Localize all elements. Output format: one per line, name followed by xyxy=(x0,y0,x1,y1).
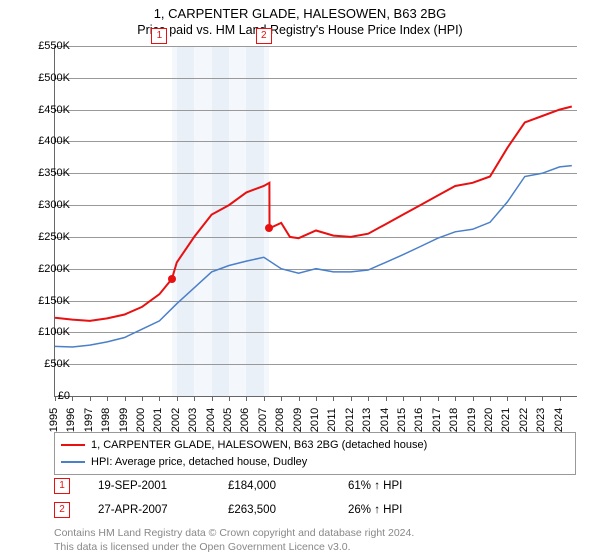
y-axis-label: £350K xyxy=(24,167,70,179)
transaction-price: £184,000 xyxy=(228,480,348,492)
legend-item: HPI: Average price, detached house, Dudl… xyxy=(61,454,569,471)
legend-swatch xyxy=(61,461,85,463)
transaction-date: 27-APR-2007 xyxy=(98,504,228,516)
transaction-date: 19-SEP-2001 xyxy=(98,480,228,492)
legend-label: 1, CARPENTER GLADE, HALESOWEN, B63 2BG (… xyxy=(91,437,427,454)
y-axis-label: £550K xyxy=(24,40,70,52)
y-axis-label: £50K xyxy=(24,358,70,370)
y-axis-label: £500K xyxy=(24,72,70,84)
plot-area: 12 xyxy=(54,46,577,397)
transaction-marker: 2 xyxy=(54,502,70,518)
chart-marker: 1 xyxy=(151,28,167,44)
y-axis-label: £300K xyxy=(24,199,70,211)
footnote-text: Contains HM Land Registry data © Crown c… xyxy=(54,526,576,540)
y-axis-label: £200K xyxy=(24,263,70,275)
chart-marker: 2 xyxy=(256,28,272,44)
y-axis-label: £150K xyxy=(24,295,70,307)
legend-label: HPI: Average price, detached house, Dudl… xyxy=(91,454,307,471)
y-axis-label: £400K xyxy=(24,135,70,147)
transaction-price: £263,500 xyxy=(228,504,348,516)
y-axis-label: £250K xyxy=(24,231,70,243)
chart-title: 1, CARPENTER GLADE, HALESOWEN, B63 2BG xyxy=(0,0,600,21)
y-axis-label: £450K xyxy=(24,104,70,116)
series-line-hpi xyxy=(55,166,572,347)
y-axis-label: £0 xyxy=(24,390,70,402)
transaction-diff: 61% ↑ HPI xyxy=(348,480,468,492)
transaction-row: 1 19-SEP-2001 £184,000 61% ↑ HPI xyxy=(54,478,576,494)
transaction-diff: 26% ↑ HPI xyxy=(348,504,468,516)
series-line-price_paid xyxy=(55,107,572,321)
transaction-row: 2 27-APR-2007 £263,500 26% ↑ HPI xyxy=(54,502,576,518)
y-axis-label: £100K xyxy=(24,326,70,338)
footnote-text: This data is licensed under the Open Gov… xyxy=(54,540,576,554)
chart-container: 1, CARPENTER GLADE, HALESOWEN, B63 2BG P… xyxy=(0,0,600,560)
legend-box: 1, CARPENTER GLADE, HALESOWEN, B63 2BG (… xyxy=(54,432,576,475)
transaction-marker: 1 xyxy=(54,478,70,494)
legend-swatch xyxy=(61,444,85,446)
chart-subtitle: Price paid vs. HM Land Registry's House … xyxy=(0,21,600,37)
legend-item: 1, CARPENTER GLADE, HALESOWEN, B63 2BG (… xyxy=(61,437,569,454)
